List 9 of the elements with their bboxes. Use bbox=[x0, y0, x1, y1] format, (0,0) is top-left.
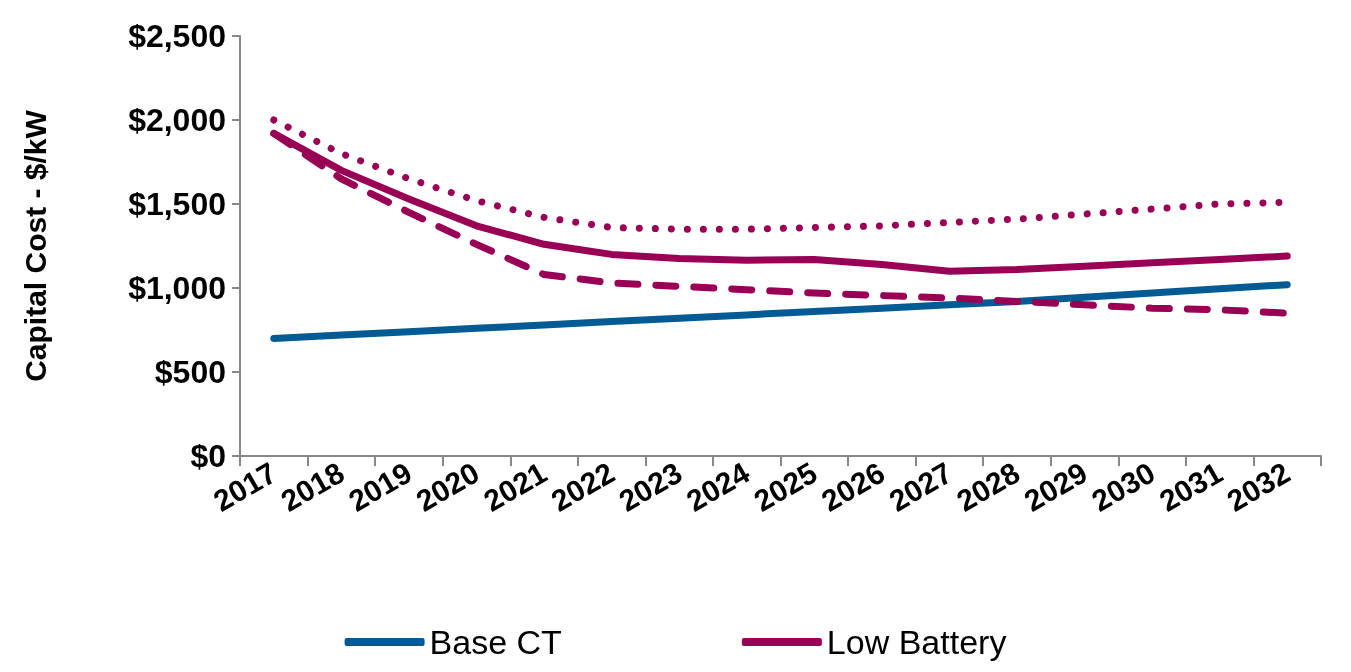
y-tick-label: $1,500 bbox=[128, 186, 226, 222]
y-axis-title: Capital Cost - $/kW bbox=[18, 109, 52, 382]
legend-label: Base CT bbox=[429, 623, 562, 661]
legend-label: Low Battery bbox=[826, 623, 1007, 661]
x-tick-label: 2018 bbox=[275, 455, 350, 518]
y-tick-label: $1,000 bbox=[128, 270, 226, 306]
y-tick-label: $2,000 bbox=[128, 102, 226, 138]
y-tick-label: $500 bbox=[154, 354, 226, 390]
y-tick-label: $2,500 bbox=[128, 18, 226, 54]
